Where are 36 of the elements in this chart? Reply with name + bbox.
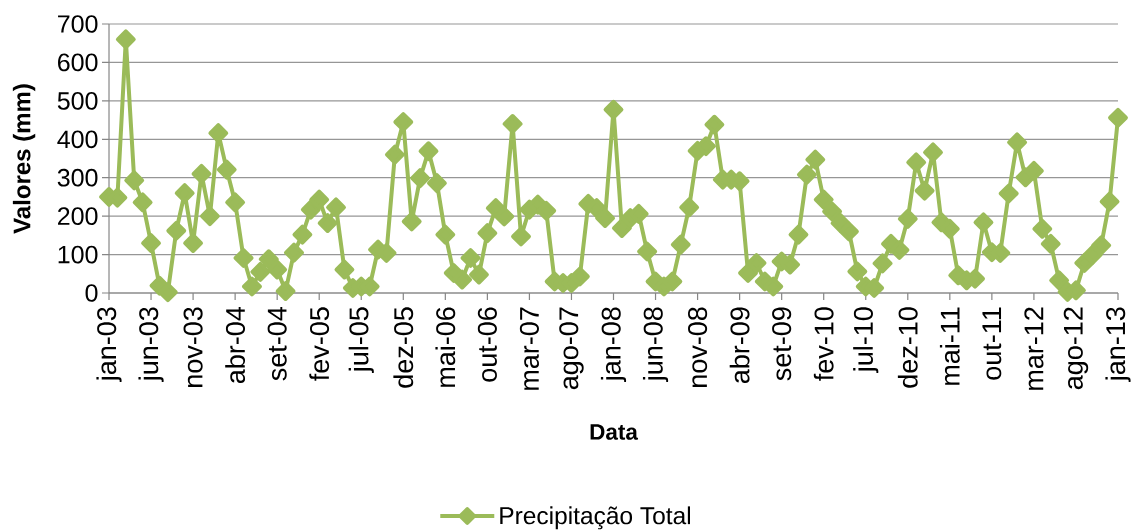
x-tick-label: abr-09	[729, 307, 750, 384]
y-tick-label: 100	[58, 245, 98, 264]
y-tick-label: 0	[85, 284, 98, 302]
x-tick-label: out-06	[477, 307, 497, 382]
x-tick-label: set-09	[772, 307, 792, 381]
x-tick-label: mar-07	[519, 307, 539, 390]
x-tick-label: dez-10	[897, 307, 918, 388]
x-tick-label: jan-13	[1105, 307, 1131, 382]
x-tick-label: jan-03	[96, 307, 122, 382]
x-tick-label: set-04	[267, 307, 287, 381]
x-tick-label: jul-05	[348, 307, 374, 373]
x-tick-label: jun-08	[642, 307, 669, 382]
x-tick-label: jan-08	[600, 307, 627, 382]
y-tick-label: 500	[57, 92, 98, 110]
x-tick-label: ago-12	[1063, 307, 1089, 390]
y-axis-title: Valores (mm)	[12, 84, 36, 234]
x-tick-label: ago-07	[559, 307, 584, 390]
x-tick-label: mai-06	[435, 307, 456, 387]
x-tick-label: out-11	[982, 307, 1002, 380]
legend-label: Precipitação Total	[500, 506, 691, 530]
y-tick-label: 600	[58, 53, 98, 72]
y-tick-label: 700	[58, 15, 98, 33]
x-tick-label: fev-10	[813, 307, 834, 381]
y-tick-label: 200	[58, 207, 98, 225]
x-tick-label: nov-08	[688, 307, 708, 387]
x-tick-label: mai-11	[939, 307, 960, 385]
y-tick-label: 300	[57, 168, 98, 187]
x-tick-label: nov-03	[183, 307, 203, 387]
x-tick-label: dez-05	[393, 307, 414, 388]
x-tick-label: jun-03	[138, 307, 164, 382]
x-axis-title: Data	[590, 424, 639, 440]
x-tick-label: abr-04	[225, 307, 246, 384]
x-tick-label: jul-10	[853, 307, 879, 373]
x-tick-label: fev-05	[309, 307, 330, 381]
y-tick-label: 400	[57, 130, 98, 149]
x-tick-label: mar-12	[1024, 307, 1044, 390]
